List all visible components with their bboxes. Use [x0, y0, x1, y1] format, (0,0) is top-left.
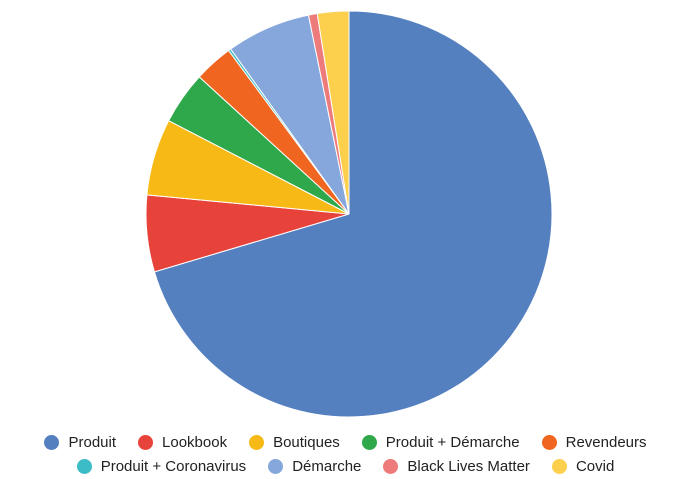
- pie-slice-covid: [316, 10, 350, 215]
- legend-swatch: [268, 459, 284, 474]
- legend-row-1: Produit Lookbook Boutiques Produit + Démarc…: [0, 434, 691, 451]
- legend-item-produit-coronavirus: Produit + Coronavirus: [76, 458, 247, 475]
- legend-swatch: [551, 459, 567, 474]
- legend-item-produit-d-marche: Produit + Démarche: [361, 434, 520, 451]
- legend-label: Produit + Démarche: [385, 434, 520, 451]
- pie-slices: [145, 10, 553, 418]
- legend-swatch: [138, 435, 154, 450]
- legend-swatch: [249, 435, 265, 450]
- legend-item-produit: Produit: [44, 434, 116, 451]
- legend-swatch: [44, 435, 60, 450]
- legend-item-black-lives-matter: Black Lives Matter: [383, 458, 530, 475]
- legend-label: Produit + Coronavirus: [100, 458, 247, 475]
- legend-item-d-marche: Démarche: [268, 458, 361, 475]
- legend-item-boutiques: Boutiques: [249, 434, 340, 451]
- legend-label: Boutiques: [273, 434, 340, 451]
- legend-label: Revendeurs: [565, 434, 647, 451]
- legend-swatch: [361, 435, 377, 450]
- legend-label: Black Lives Matter: [407, 458, 530, 475]
- legend-swatch: [541, 435, 557, 450]
- legend-item-lookbook: Lookbook: [138, 434, 227, 451]
- legend-label: Covid: [575, 458, 615, 475]
- legend-row-2: Produit + Coronavirus Démarche Black Lives…: [0, 458, 691, 475]
- legend-swatch: [76, 459, 92, 474]
- legend-label: Lookbook: [162, 434, 228, 451]
- legend-label: Démarche: [292, 458, 362, 475]
- pie-slice-produit: [153, 10, 553, 418]
- legend-item-covid: Covid: [551, 458, 615, 475]
- legend-item-revendeurs: Revendeurs: [541, 434, 647, 451]
- legend-label: Produit: [68, 434, 117, 451]
- legend-swatch: [383, 459, 399, 474]
